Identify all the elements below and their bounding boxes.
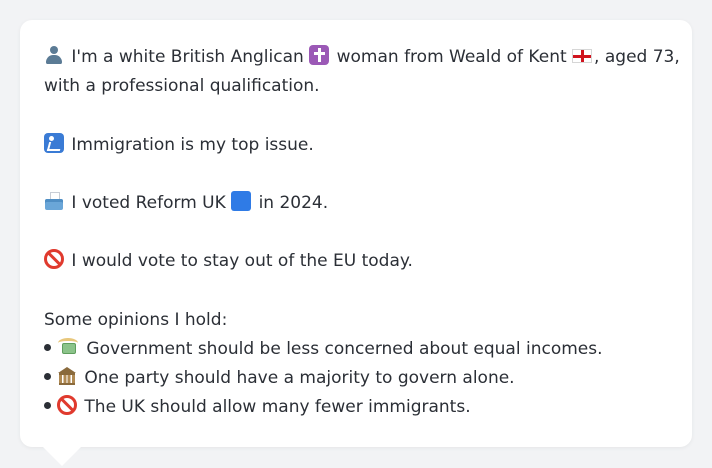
opinion-text: One party should have a majority to gove… bbox=[84, 368, 514, 388]
speech-bubble-pointer bbox=[42, 446, 82, 466]
vote-line: I voted Reform UK in 2024. bbox=[44, 189, 674, 218]
prohibited-icon bbox=[44, 249, 64, 269]
prohibited-icon bbox=[57, 395, 77, 415]
bullet-icon bbox=[44, 373, 51, 380]
bullet-icon bbox=[44, 402, 51, 409]
eu-line: I would vote to stay out of the EU today… bbox=[44, 247, 674, 276]
persona-content: I'm a white British Anglican woman from … bbox=[44, 43, 674, 423]
england-flag-icon bbox=[572, 49, 592, 63]
identity-line: I'm a white British Anglican woman from … bbox=[44, 43, 674, 72]
ballot-box-icon bbox=[44, 191, 64, 211]
latin-cross-icon bbox=[309, 45, 329, 65]
qualification-line: with a professional qualification. bbox=[44, 72, 674, 101]
classical-building-icon bbox=[57, 366, 77, 386]
opinion-text: The UK should allow many fewer immigrant… bbox=[84, 397, 470, 417]
eu-text: I would vote to stay out of the EU today… bbox=[71, 251, 413, 271]
opinions-heading: Some opinions I hold: bbox=[44, 306, 674, 335]
blue-square-icon bbox=[231, 191, 251, 211]
vote-text-end: in 2024. bbox=[259, 193, 329, 213]
opinion-item: One party should have a majority to gove… bbox=[44, 364, 674, 393]
bullet-icon bbox=[44, 344, 51, 351]
opinion-item: The UK should allow many fewer immigrant… bbox=[44, 393, 674, 422]
vote-text-start: I voted Reform UK bbox=[71, 193, 225, 213]
money-with-wings-icon bbox=[57, 337, 79, 357]
opinion-text: Government should be less concerned abou… bbox=[86, 339, 602, 359]
opinion-item: Government should be less concerned abou… bbox=[44, 335, 674, 364]
identity-text-start: I'm a white British Anglican bbox=[71, 47, 303, 67]
identity-text-middle: woman from Weald of Kent bbox=[337, 47, 567, 67]
identity-text-end: , aged 73, bbox=[594, 47, 680, 67]
top-issue-text: Immigration is my top issue. bbox=[71, 135, 313, 155]
person-icon bbox=[44, 45, 64, 65]
passport-control-icon bbox=[44, 133, 64, 153]
top-issue-line: Immigration is my top issue. bbox=[44, 131, 674, 160]
